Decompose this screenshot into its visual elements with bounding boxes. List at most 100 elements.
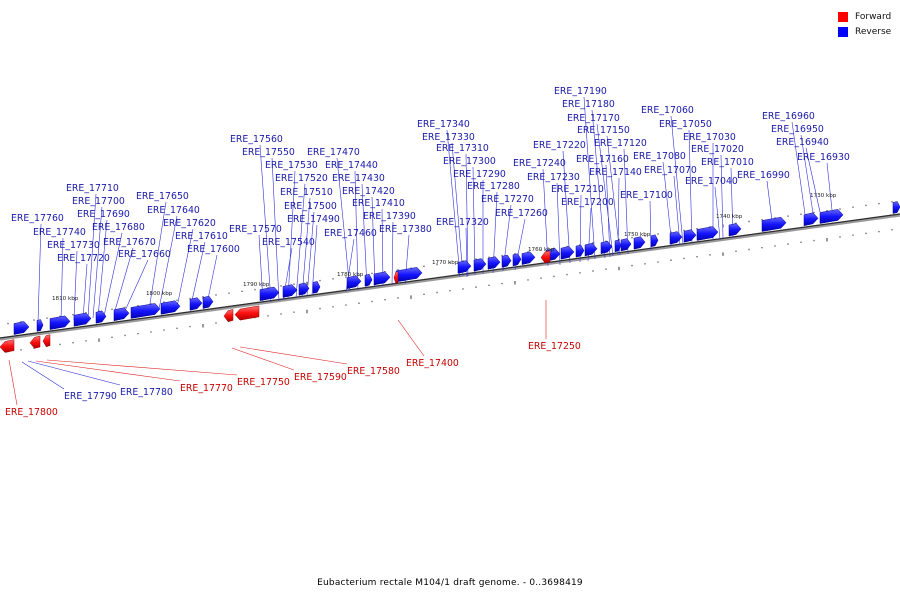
reverse-gene-label[interactable]: ERE_17490 xyxy=(287,214,340,225)
reverse-gene-arrow[interactable] xyxy=(501,254,512,268)
reverse-gene-label[interactable]: ERE_17160 xyxy=(576,154,629,165)
reverse-gene-arrow[interactable] xyxy=(633,236,646,250)
reverse-gene-label[interactable]: ERE_17710 xyxy=(66,183,119,194)
reverse-gene-label[interactable]: ERE_17120 xyxy=(594,138,647,149)
reverse-gene-label[interactable]: ERE_17700 xyxy=(72,196,125,207)
reverse-gene-label[interactable]: ERE_17610 xyxy=(175,231,228,242)
reverse-gene-label[interactable]: ERE_16990 xyxy=(737,170,790,181)
forward-gene-arrow[interactable] xyxy=(234,305,260,321)
forward-gene-arrow[interactable] xyxy=(42,334,51,347)
forward-gene-label[interactable]: ERE_17250 xyxy=(528,341,581,352)
reverse-gene-label[interactable]: ERE_17100 xyxy=(620,190,673,201)
reverse-gene-label[interactable]: ERE_17040 xyxy=(685,176,738,187)
reverse-gene-label[interactable]: ERE_17330 xyxy=(422,132,475,143)
reverse-gene-arrow[interactable] xyxy=(560,246,575,260)
reverse-gene-arrow[interactable] xyxy=(473,258,487,272)
reverse-gene-label[interactable]: ERE_17660 xyxy=(118,249,171,260)
forward-gene-label[interactable]: ERE_17580 xyxy=(347,366,400,377)
reverse-gene-label[interactable]: ERE_17280 xyxy=(467,181,520,192)
reverse-gene-arrow[interactable] xyxy=(614,239,622,253)
reverse-gene-label[interactable]: ERE_17410 xyxy=(352,198,405,209)
reverse-gene-label[interactable]: ERE_17390 xyxy=(363,211,416,222)
reverse-gene-label[interactable]: ERE_17240 xyxy=(513,158,566,169)
reverse-gene-label[interactable]: ERE_17670 xyxy=(103,237,156,248)
reverse-gene-arrow[interactable] xyxy=(113,307,130,322)
reverse-gene-label[interactable]: ERE_17730 xyxy=(47,240,100,251)
reverse-gene-label[interactable]: ERE_17740 xyxy=(33,227,86,238)
reverse-gene-arrow[interactable] xyxy=(521,251,536,265)
reverse-gene-arrow[interactable] xyxy=(696,226,719,241)
reverse-gene-label[interactable]: ERE_17170 xyxy=(567,113,620,124)
reverse-gene-arrow[interactable] xyxy=(575,244,585,258)
reverse-gene-label[interactable]: ERE_17570 xyxy=(229,224,282,235)
reverse-gene-label[interactable]: ERE_17060 xyxy=(641,105,694,116)
reverse-gene-label[interactable]: ERE_17600 xyxy=(187,244,240,255)
reverse-gene-label[interactable]: ERE_17260 xyxy=(495,208,548,219)
reverse-gene-label[interactable]: ERE_17030 xyxy=(683,132,736,143)
reverse-gene-arrow[interactable] xyxy=(13,321,30,335)
reverse-gene-label[interactable]: ERE_17530 xyxy=(265,160,318,171)
forward-gene-arrow[interactable] xyxy=(29,335,41,349)
reverse-gene-arrow[interactable] xyxy=(457,260,472,274)
reverse-gene-label[interactable]: ERE_17310 xyxy=(436,143,489,154)
reverse-gene-arrow[interactable] xyxy=(364,273,373,287)
reverse-gene-label[interactable]: ERE_17690 xyxy=(77,209,130,220)
forward-gene-label[interactable]: ERE_17400 xyxy=(406,358,459,369)
reverse-gene-label[interactable]: ERE_17550 xyxy=(242,147,295,158)
reverse-gene-arrow[interactable] xyxy=(282,284,298,298)
reverse-gene-arrow[interactable] xyxy=(202,295,214,309)
reverse-gene-label[interactable]: ERE_16930 xyxy=(797,152,850,163)
forward-gene-arrow[interactable] xyxy=(540,250,551,264)
reverse-gene-label[interactable]: ERE_17560 xyxy=(230,134,283,145)
reverse-gene-arrow[interactable] xyxy=(892,201,900,214)
forward-gene-arrow[interactable] xyxy=(0,339,15,353)
reverse-gene-arrow[interactable] xyxy=(49,315,71,330)
reverse-gene-arrow[interactable] xyxy=(819,209,844,224)
reverse-gene-arrow[interactable] xyxy=(620,238,632,252)
reverse-gene-label[interactable]: ERE_17220 xyxy=(533,140,586,151)
reverse-gene-arrow[interactable] xyxy=(312,281,321,294)
reverse-gene-arrow[interactable] xyxy=(584,242,598,257)
reverse-gene-label[interactable]: ERE_17460 xyxy=(324,228,377,239)
reverse-gene-label[interactable]: ERE_17290 xyxy=(453,169,506,180)
reverse-gene-arrow[interactable] xyxy=(298,282,310,296)
reverse-gene-label[interactable]: ERE_16940 xyxy=(776,137,829,148)
reverse-gene-arrow[interactable] xyxy=(683,229,697,243)
reverse-gene-label[interactable]: ERE_17380 xyxy=(379,224,432,235)
reverse-gene-label[interactable]: ERE_17300 xyxy=(443,156,496,167)
reverse-gene-label[interactable]: ERE_17270 xyxy=(481,194,534,205)
reverse-gene-arrow[interactable] xyxy=(512,253,522,267)
forward-gene-label[interactable]: ERE_17770 xyxy=(180,383,233,394)
reverse-gene-label[interactable]: ERE_17200 xyxy=(561,197,614,208)
reverse-gene-label[interactable]: ERE_17500 xyxy=(284,201,337,212)
reverse-gene-arrow[interactable] xyxy=(669,231,683,245)
forward-gene-label[interactable]: ERE_17790 xyxy=(64,391,117,402)
reverse-gene-arrow[interactable] xyxy=(130,303,161,319)
reverse-gene-label[interactable]: ERE_17150 xyxy=(577,125,630,136)
reverse-gene-label[interactable]: ERE_17340 xyxy=(417,119,470,130)
reverse-gene-arrow[interactable] xyxy=(189,297,203,311)
reverse-gene-label[interactable]: ERE_17180 xyxy=(562,99,615,110)
reverse-gene-arrow[interactable] xyxy=(373,271,391,286)
reverse-gene-label[interactable]: ERE_16960 xyxy=(762,111,815,122)
reverse-gene-label[interactable]: ERE_17440 xyxy=(325,160,378,171)
reverse-gene-arrow[interactable] xyxy=(36,319,44,332)
reverse-gene-label[interactable]: ERE_17760 xyxy=(11,213,64,224)
reverse-gene-label[interactable]: ERE_17680 xyxy=(92,222,145,233)
reverse-gene-label[interactable]: ERE_16950 xyxy=(771,124,824,135)
reverse-gene-label[interactable]: ERE_17520 xyxy=(275,173,328,184)
reverse-gene-arrow[interactable] xyxy=(346,275,362,290)
reverse-gene-label[interactable]: ERE_17430 xyxy=(332,173,385,184)
reverse-gene-label[interactable]: ERE_17020 xyxy=(691,144,744,155)
reverse-gene-label[interactable]: ERE_17650 xyxy=(136,191,189,202)
reverse-gene-arrow[interactable] xyxy=(259,286,280,301)
reverse-gene-arrow[interactable] xyxy=(160,300,181,315)
forward-gene-label[interactable]: ERE_17800 xyxy=(5,407,58,418)
reverse-gene-label[interactable]: ERE_17080 xyxy=(633,151,686,162)
reverse-gene-label[interactable]: ERE_17640 xyxy=(147,205,200,216)
reverse-gene-arrow[interactable] xyxy=(761,216,787,232)
reverse-gene-arrow[interactable] xyxy=(600,240,613,255)
reverse-gene-label[interactable]: ERE_17540 xyxy=(262,237,315,248)
reverse-gene-label[interactable]: ERE_17230 xyxy=(527,172,580,183)
reverse-gene-label[interactable]: ERE_17140 xyxy=(589,167,642,178)
